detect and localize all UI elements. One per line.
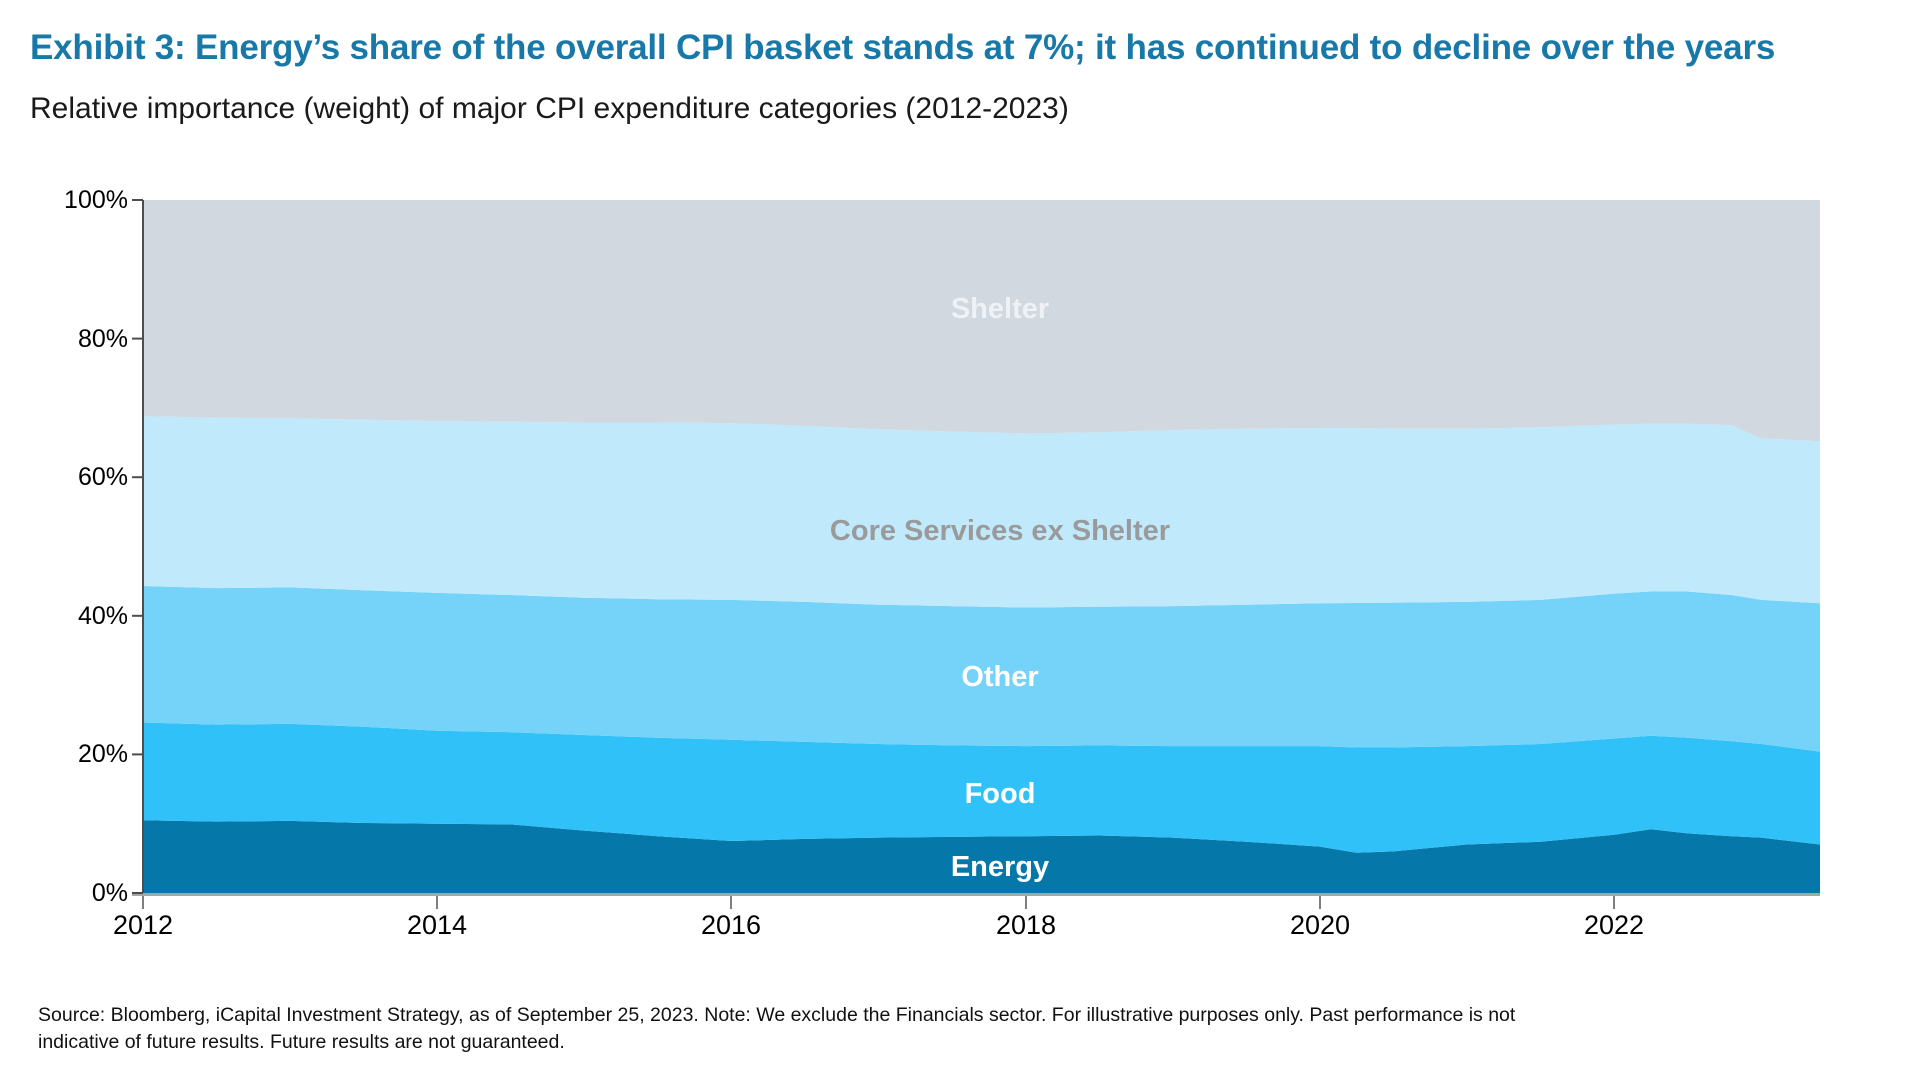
y-axis-label-40: 40% (77, 602, 128, 630)
x-axis-label-2014: 2014 (406, 910, 468, 940)
y-axis-label-100: 100% (64, 186, 128, 214)
series-label-food: Food (964, 778, 1036, 810)
area-energy (143, 820, 1820, 893)
series-label-other: Other (961, 661, 1039, 693)
area-shelter (143, 200, 1820, 442)
y-axis-label-20: 20% (77, 740, 128, 768)
series-label-shelter: Shelter (950, 293, 1050, 325)
source-footnote: Source: Bloomberg, iCapital Investment S… (38, 1004, 1516, 1053)
area-core-services-ex-shelter (143, 416, 1820, 608)
y-axis-label-60: 60% (77, 463, 128, 491)
x-axis-ticks (142, 896, 1615, 909)
x-axis-label-2020: 2020 (1289, 910, 1351, 940)
y-axis-label-0: 0% (91, 879, 128, 907)
area-other (143, 586, 1820, 752)
x-axis-label-2012: 2012 (112, 910, 174, 940)
area-food (143, 722, 1820, 853)
series-label-energy: Energy (950, 851, 1050, 883)
stacked-areas (143, 200, 1820, 893)
x-axis-label-2022: 2022 (1583, 910, 1645, 940)
x-axis-label-2016: 2016 (700, 910, 762, 940)
y-axis-ticks (132, 199, 143, 894)
series-label-core-services-ex-shelter: Core Services ex Shelter (829, 515, 1171, 547)
x-axis-label-2018: 2018 (995, 910, 1057, 940)
y-axis-label-80: 80% (77, 325, 128, 353)
chart-subtitle: Relative importance (weight) of major CP… (30, 92, 1069, 125)
exhibit-title: Exhibit 3: Energy’s share of the overall… (30, 28, 1776, 67)
